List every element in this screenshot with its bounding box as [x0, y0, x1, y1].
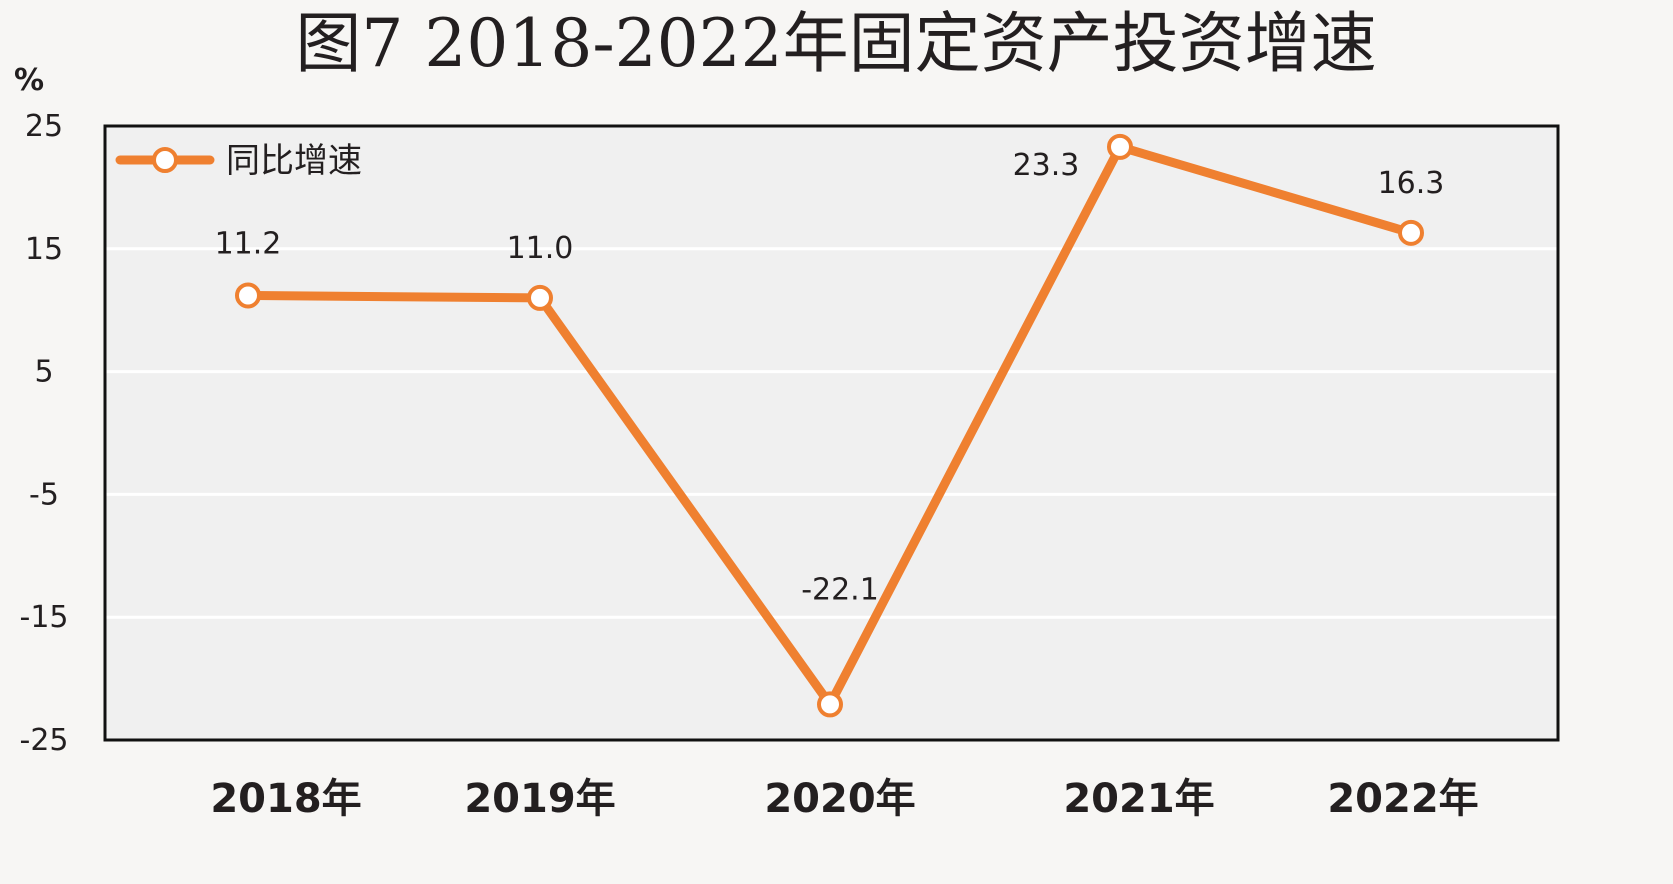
y-tick-label: -15: [20, 600, 69, 635]
y-axis-unit: %: [14, 63, 44, 98]
x-tick-label: 2020年: [764, 776, 915, 822]
data-label: 16.3: [1378, 166, 1445, 201]
y-tick-label: -25: [20, 723, 69, 758]
x-tick-label: 2021年: [1063, 776, 1214, 822]
gridlines: [105, 247, 1558, 619]
plot-area: [105, 126, 1558, 740]
y-tick-label: 5: [34, 355, 53, 390]
data-label: 11.2: [215, 226, 282, 261]
data-label: 23.3: [1013, 148, 1080, 183]
x-tick-label: 2019年: [464, 776, 615, 822]
legend-marker: [152, 147, 178, 173]
legend-label: 同比增速: [226, 141, 362, 181]
x-tick-label: 2022年: [1327, 776, 1478, 822]
y-tick-label: -5: [29, 477, 59, 512]
plot-frame: [103, 124, 1560, 742]
data-label: 11.0: [507, 231, 574, 266]
chart-title: 图7 2018-2022年固定资产投资增速: [295, 5, 1376, 82]
x-axis-ticks: 2018年 2019年 2020年 2021年 2022年: [210, 776, 1478, 822]
y-tick-label: 15: [25, 232, 63, 267]
y-axis-ticks: 25 15 5 -5 -15 -25: [20, 109, 69, 758]
data-label: -22.1: [801, 572, 879, 607]
y-tick-label: 25: [25, 109, 63, 144]
legend: 同比增速: [115, 141, 362, 181]
data-point: [527, 284, 553, 311]
data-point: [235, 282, 261, 309]
data-point: [817, 691, 843, 718]
data-point: [1107, 133, 1133, 160]
series-layer: 11.2 11.0 -22.1 23.3 16.3: [215, 133, 1445, 718]
x-tick-label: 2018年: [210, 776, 361, 822]
data-point: [1398, 219, 1424, 246]
